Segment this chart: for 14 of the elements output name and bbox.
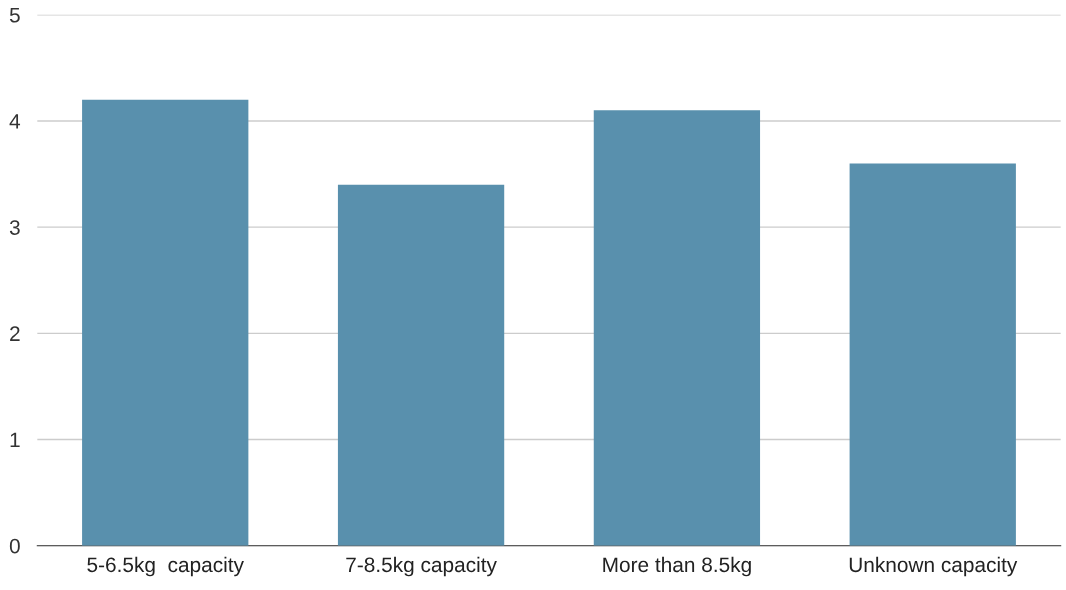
x-tick-label: Unknown capacity	[849, 556, 1018, 577]
bar	[849, 163, 1016, 546]
bar	[337, 184, 505, 546]
y-tick-label: 3	[9, 220, 20, 235]
bar	[82, 99, 249, 546]
bar	[593, 110, 761, 546]
x-tick-label: More than 8.5kg	[603, 556, 751, 577]
x-tick-label: 5-6.5kg capacity	[87, 556, 244, 577]
x-tick-label: 7-8.5kg capacity	[346, 556, 497, 577]
y-tick-label: 2	[10, 326, 20, 341]
y-tick-label: 1	[10, 432, 20, 448]
y-tick-label: 5	[9, 7, 20, 23]
y-tick-label: 4	[9, 114, 21, 129]
y-tick-label: 0	[9, 538, 20, 554]
